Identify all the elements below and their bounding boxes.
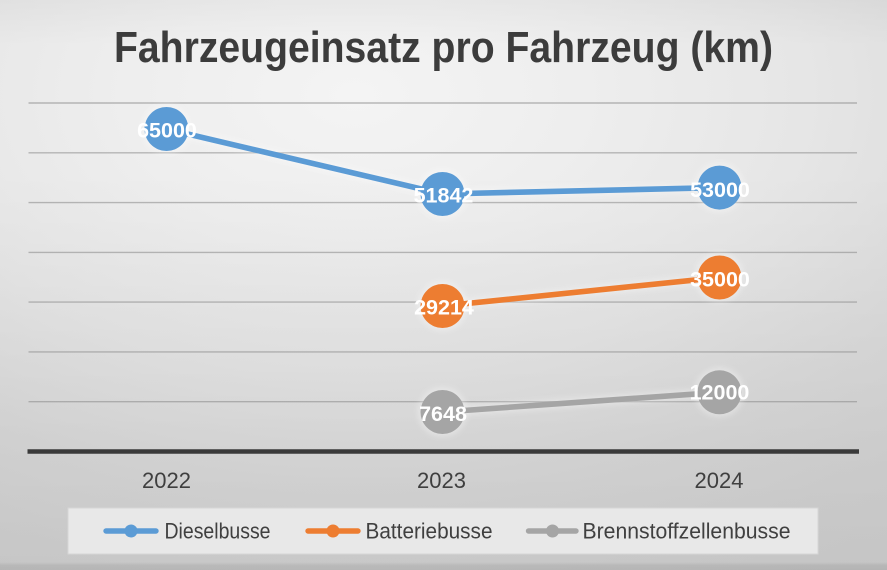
svg-text:35000: 35000 bbox=[690, 268, 750, 292]
svg-text:2023: 2023 bbox=[417, 468, 466, 493]
svg-text:Dieselbusse: Dieselbusse bbox=[165, 519, 271, 544]
svg-text:2024: 2024 bbox=[695, 468, 744, 493]
svg-text:51842: 51842 bbox=[414, 184, 474, 208]
svg-text:7648: 7648 bbox=[419, 402, 467, 426]
svg-text:29214: 29214 bbox=[414, 296, 474, 320]
svg-text:53000: 53000 bbox=[690, 178, 750, 202]
svg-text:2022: 2022 bbox=[142, 468, 191, 493]
svg-text:65000: 65000 bbox=[137, 119, 197, 143]
svg-text:Brennstoffzellenbusse: Brennstoffzellenbusse bbox=[583, 519, 791, 544]
svg-text:Batteriebusse: Batteriebusse bbox=[366, 519, 493, 544]
svg-text:Fahrzeugeinsatz pro Fahrzeug (: Fahrzeugeinsatz pro Fahrzeug (km) bbox=[114, 23, 773, 72]
svg-text:12000: 12000 bbox=[690, 381, 750, 405]
